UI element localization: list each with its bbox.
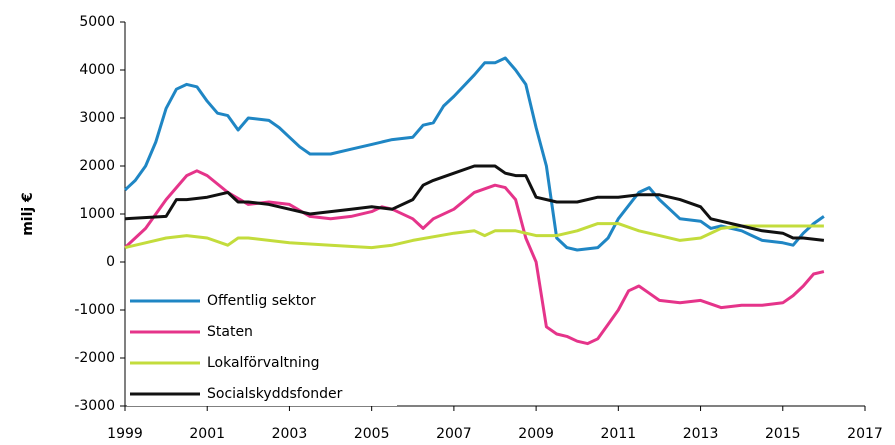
y-tick-label: 2000 [79, 158, 115, 174]
x-tick-label: 2017 [847, 426, 883, 442]
legend-box [127, 287, 397, 406]
y-tick-label: -1000 [74, 302, 115, 318]
y-tick-label: 1000 [79, 206, 115, 222]
legend-label: Staten [207, 324, 253, 340]
x-tick-label: 2001 [189, 426, 225, 442]
x-tick-label: 2011 [601, 426, 637, 442]
y-tick-label: -2000 [74, 350, 115, 366]
y-tick-label: 0 [106, 254, 115, 270]
legend-label: Socialskyddsfonder [207, 386, 343, 402]
x-tick-label: 2013 [683, 426, 719, 442]
data-line [123, 56, 825, 252]
x-tick-label: 2005 [354, 426, 390, 442]
x-tick-label: 2009 [518, 426, 554, 442]
x-tick-label: 2003 [272, 426, 308, 442]
data-line [124, 222, 824, 250]
data-line [123, 169, 825, 346]
x-tick-label: 1999 [107, 426, 143, 442]
y-tick-label: -3000 [74, 398, 115, 414]
y-tick-label: 3000 [79, 110, 115, 126]
x-tick-label: 2007 [436, 426, 472, 442]
data-line [124, 164, 825, 242]
y-tick-label: 4000 [79, 62, 115, 78]
legend-label: Lokalförvaltning [207, 355, 319, 371]
x-tick-label: 2015 [765, 426, 801, 442]
y-axis-label: milj € [20, 192, 36, 236]
y-tick-label: 5000 [79, 14, 115, 30]
legend-label: Offentlig sektor [207, 293, 316, 309]
